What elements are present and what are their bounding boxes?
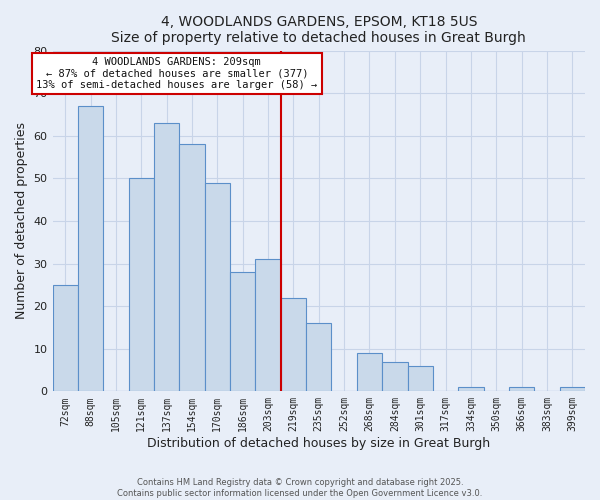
Y-axis label: Number of detached properties: Number of detached properties bbox=[15, 122, 28, 320]
Bar bbox=[154, 123, 179, 392]
Text: 4 WOODLANDS GARDENS: 209sqm
← 87% of detached houses are smaller (377)
13% of se: 4 WOODLANDS GARDENS: 209sqm ← 87% of det… bbox=[36, 57, 317, 90]
Bar bbox=[458, 387, 484, 392]
Bar bbox=[407, 366, 433, 392]
Bar bbox=[306, 323, 331, 392]
Bar bbox=[281, 298, 306, 392]
Text: Contains HM Land Registry data © Crown copyright and database right 2025.
Contai: Contains HM Land Registry data © Crown c… bbox=[118, 478, 482, 498]
Bar bbox=[382, 362, 407, 392]
Bar bbox=[256, 260, 281, 392]
Bar bbox=[78, 106, 103, 392]
Title: 4, WOODLANDS GARDENS, EPSOM, KT18 5US
Size of property relative to detached hous: 4, WOODLANDS GARDENS, EPSOM, KT18 5US Si… bbox=[112, 15, 526, 45]
Bar bbox=[128, 178, 154, 392]
Bar bbox=[53, 285, 78, 392]
Bar bbox=[560, 387, 585, 392]
Bar bbox=[179, 144, 205, 392]
Bar bbox=[509, 387, 534, 392]
Bar bbox=[357, 353, 382, 392]
Bar bbox=[230, 272, 256, 392]
Bar bbox=[205, 182, 230, 392]
X-axis label: Distribution of detached houses by size in Great Burgh: Distribution of detached houses by size … bbox=[147, 437, 490, 450]
